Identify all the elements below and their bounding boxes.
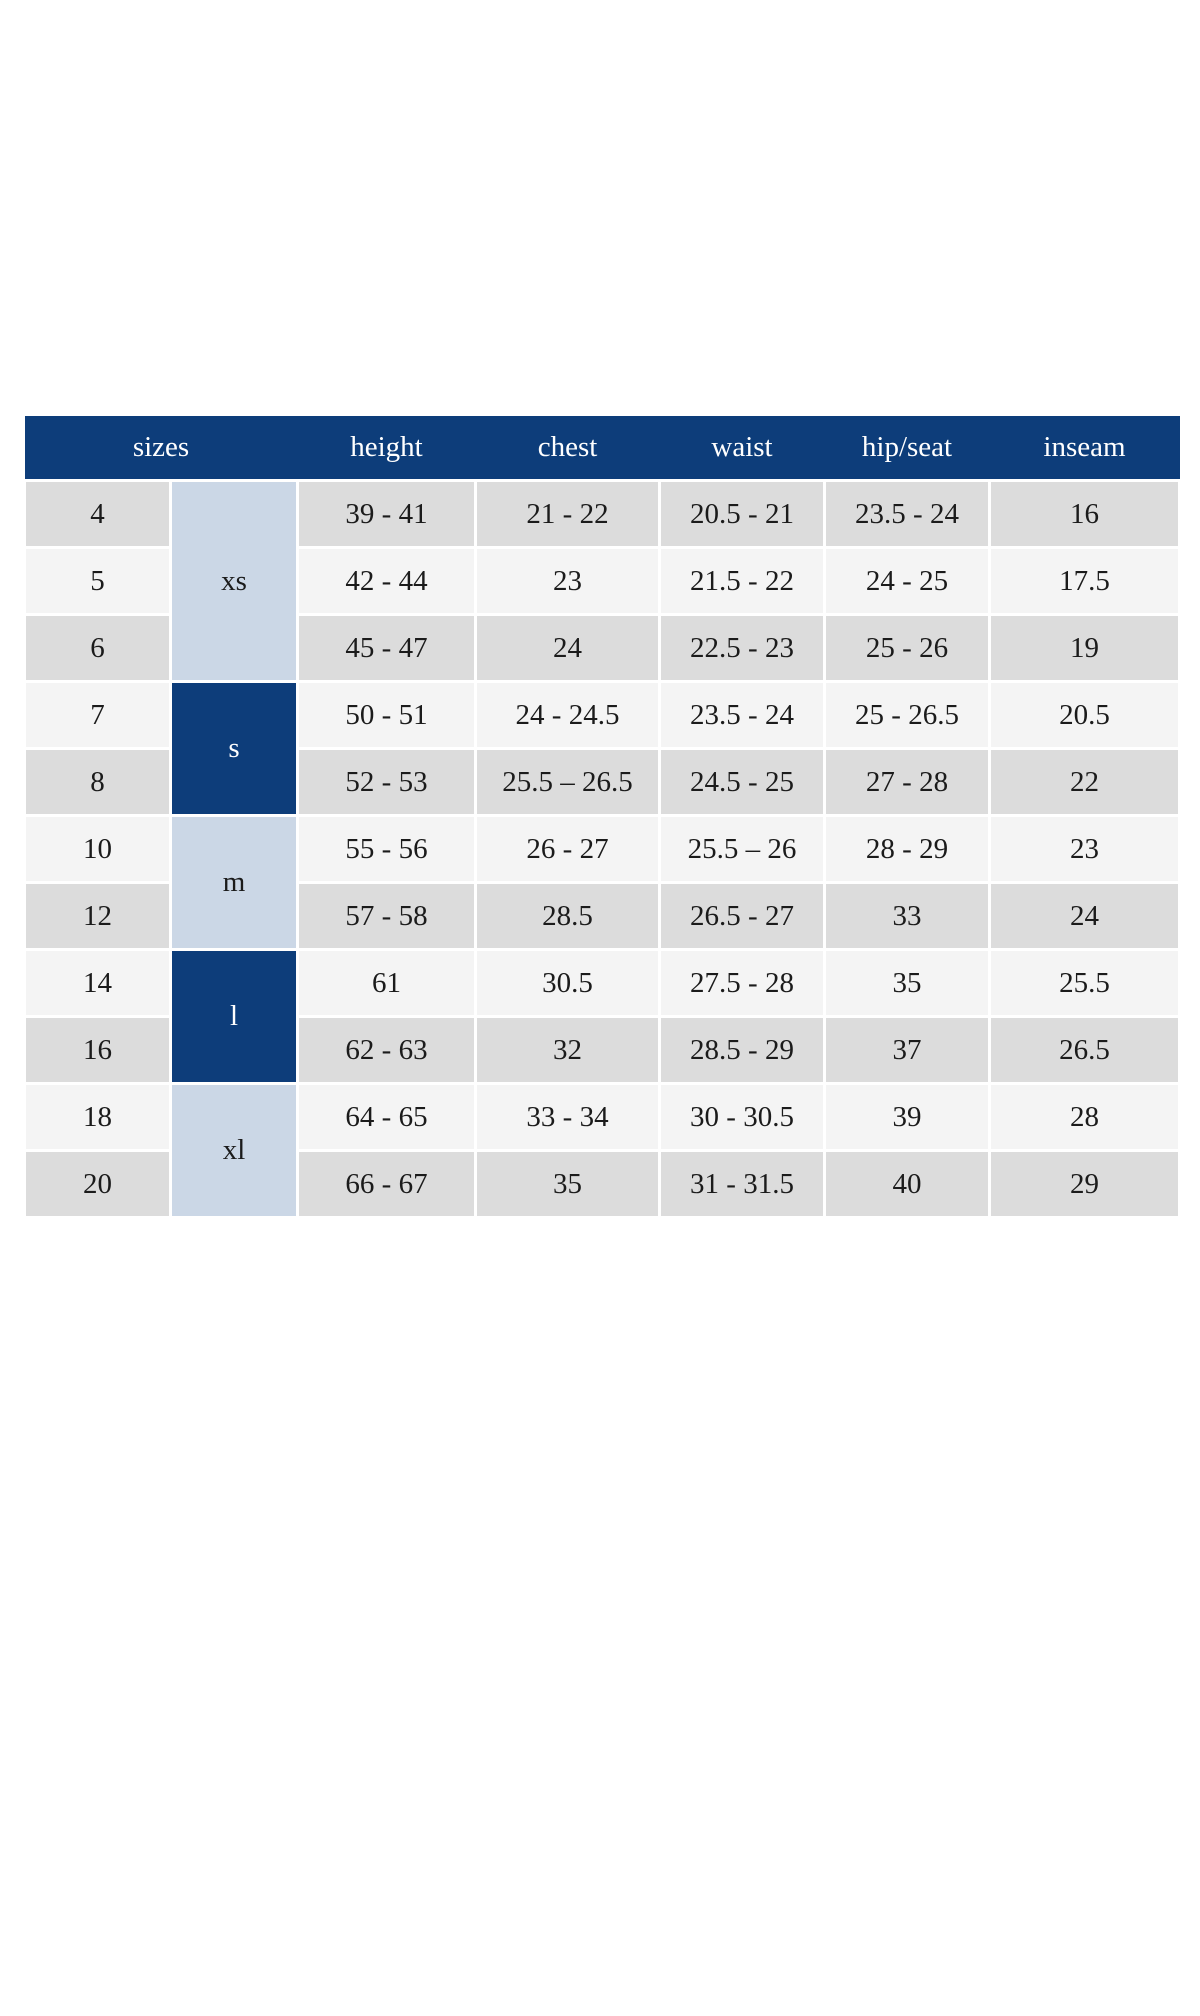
size-cell: 5	[23, 546, 172, 616]
size-group-cell: l	[169, 948, 299, 1085]
table-row: 6 45 - 47 24 22.5 - 23 25 - 26 19	[23, 613, 1181, 683]
chest-cell: 24 - 24.5	[474, 680, 661, 750]
column-header-sizes: sizes	[24, 416, 298, 482]
size-cell: 10	[23, 814, 172, 884]
hip-seat-cell: 39	[823, 1082, 991, 1152]
inseam-cell: 17.5	[988, 546, 1181, 616]
size-cell: 18	[23, 1082, 172, 1152]
chest-cell: 30.5	[474, 948, 661, 1018]
table-row: 18 xl 64 - 65 33 - 34 30 - 30.5 39 28	[23, 1082, 1181, 1219]
hip-seat-cell: 27 - 28	[823, 747, 991, 817]
waist-cell: 24.5 - 25	[658, 747, 826, 817]
chest-cell: 32	[474, 1015, 661, 1085]
table-row: 4 xs 39 - 41 21 - 22 20.5 - 21 23.5 - 24 16	[23, 479, 1181, 683]
table-row: 12 57 - 58 28.5 26.5 - 27 33 24	[23, 881, 1181, 951]
inseam-cell: 20.5	[988, 680, 1181, 750]
column-header-waist: waist	[659, 416, 825, 482]
size-cell: 8	[23, 747, 172, 817]
waist-cell: 22.5 - 23	[658, 613, 826, 683]
hip-seat-cell: 33	[823, 881, 991, 951]
size-cell: 6	[23, 613, 172, 683]
chest-cell: 35	[474, 1149, 661, 1219]
height-cell: 57 - 58	[296, 881, 477, 951]
chest-cell: 33 - 34	[474, 1082, 661, 1152]
size-group-cell: xl	[169, 1082, 299, 1219]
table-row: 14 l 61 30.5 27.5 - 28 35 25.5	[23, 948, 1181, 1085]
waist-cell: 23.5 - 24	[658, 680, 826, 750]
table-row: 16 62 - 63 32 28.5 - 29 37 26.5	[23, 1015, 1181, 1085]
height-cell: 39 - 41	[296, 479, 477, 549]
column-header-hip-seat: hip/seat	[824, 416, 990, 482]
size-chart-table: sizes height chest waist hip/seat inseam…	[23, 416, 1181, 1219]
inseam-cell: 19	[988, 613, 1181, 683]
waist-cell: 30 - 30.5	[658, 1082, 826, 1152]
height-cell: 52 - 53	[296, 747, 477, 817]
inseam-cell: 22	[988, 747, 1181, 817]
waist-cell: 21.5 - 22	[658, 546, 826, 616]
waist-cell: 26.5 - 27	[658, 881, 826, 951]
height-cell: 66 - 67	[296, 1149, 477, 1219]
inseam-cell: 29	[988, 1149, 1181, 1219]
inseam-cell: 16	[988, 479, 1181, 549]
height-cell: 62 - 63	[296, 1015, 477, 1085]
size-cell: 16	[23, 1015, 172, 1085]
size-chart-body: 4 xs 39 - 41 21 - 22 20.5 - 21 23.5 - 24 16 5 42…	[23, 479, 1181, 1219]
inseam-cell: 28	[988, 1082, 1181, 1152]
waist-cell: 25.5 – 26	[658, 814, 826, 884]
hip-seat-cell: 25 - 26	[823, 613, 991, 683]
height-cell: 42 - 44	[296, 546, 477, 616]
waist-cell: 27.5 - 28	[658, 948, 826, 1018]
size-group-cell: m	[169, 814, 299, 951]
column-header-inseam: inseam	[989, 416, 1180, 482]
chest-cell: 24	[474, 613, 661, 683]
column-header-chest: chest	[475, 416, 660, 482]
hip-seat-cell: 23.5 - 24	[823, 479, 991, 549]
hip-seat-cell: 28 - 29	[823, 814, 991, 884]
height-cell: 45 - 47	[296, 613, 477, 683]
hip-seat-cell: 24 - 25	[823, 546, 991, 616]
chest-cell: 28.5	[474, 881, 661, 951]
hip-seat-cell: 37	[823, 1015, 991, 1085]
size-cell: 7	[23, 680, 172, 750]
size-group-cell: xs	[169, 479, 299, 683]
hip-seat-cell: 25 - 26.5	[823, 680, 991, 750]
table-row: 8 52 - 53 25.5 – 26.5 24.5 - 25 27 - 28 22	[23, 747, 1181, 817]
chest-cell: 21 - 22	[474, 479, 661, 549]
inseam-cell: 23	[988, 814, 1181, 884]
chest-cell: 26 - 27	[474, 814, 661, 884]
height-cell: 61	[296, 948, 477, 1018]
size-cell: 14	[23, 948, 172, 1018]
waist-cell: 20.5 - 21	[658, 479, 826, 549]
inseam-cell: 26.5	[988, 1015, 1181, 1085]
size-cell: 20	[23, 1149, 172, 1219]
hip-seat-cell: 40	[823, 1149, 991, 1219]
size-cell: 12	[23, 881, 172, 951]
hip-seat-cell: 35	[823, 948, 991, 1018]
height-cell: 50 - 51	[296, 680, 477, 750]
size-group-cell: s	[169, 680, 299, 817]
height-cell: 55 - 56	[296, 814, 477, 884]
inseam-cell: 24	[988, 881, 1181, 951]
table-row: 5 42 - 44 23 21.5 - 22 24 - 25 17.5	[23, 546, 1181, 616]
column-header-height: height	[297, 416, 476, 482]
inseam-cell: 25.5	[988, 948, 1181, 1018]
table-row: 20 66 - 67 35 31 - 31.5 40 29	[23, 1149, 1181, 1219]
waist-cell: 31 - 31.5	[658, 1149, 826, 1219]
size-chart-header: sizes height chest waist hip/seat inseam	[24, 416, 1180, 482]
chest-cell: 23	[474, 546, 661, 616]
header-row: sizes height chest waist hip/seat inseam	[24, 416, 1180, 482]
waist-cell: 28.5 - 29	[658, 1015, 826, 1085]
chest-cell: 25.5 – 26.5	[474, 747, 661, 817]
table-row: 7 s 50 - 51 24 - 24.5 23.5 - 24 25 - 26.5 20.5	[23, 680, 1181, 817]
size-cell: 4	[23, 479, 172, 549]
height-cell: 64 - 65	[296, 1082, 477, 1152]
table-row: 10 m 55 - 56 26 - 27 25.5 – 26 28 - 29 23	[23, 814, 1181, 951]
